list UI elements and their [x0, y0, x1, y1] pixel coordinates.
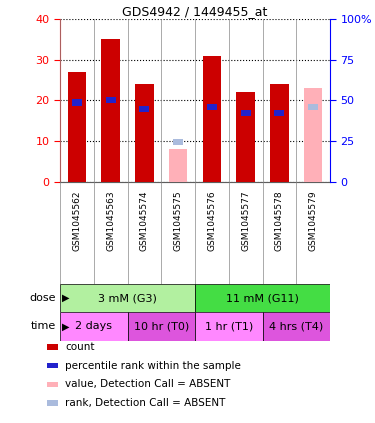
Text: time: time: [31, 321, 56, 331]
Bar: [304, 88, 322, 182]
Bar: [270, 84, 289, 182]
Bar: [135, 84, 154, 182]
Bar: [202, 56, 221, 182]
Bar: [236, 92, 255, 182]
Bar: [128, 312, 195, 341]
Text: ▶: ▶: [62, 293, 69, 303]
Text: dose: dose: [30, 293, 56, 303]
Text: 1 hr (T1): 1 hr (T1): [205, 321, 253, 331]
Bar: [47, 363, 58, 368]
Bar: [241, 110, 250, 116]
Bar: [47, 401, 58, 406]
Bar: [262, 312, 330, 341]
Text: ▶: ▶: [62, 321, 69, 331]
Bar: [106, 96, 116, 103]
Bar: [72, 99, 82, 106]
Title: GDS4942 / 1449455_at: GDS4942 / 1449455_at: [122, 5, 268, 18]
Text: 10 hr (T0): 10 hr (T0): [134, 321, 189, 331]
Text: 3 mM (G3): 3 mM (G3): [98, 293, 157, 303]
Text: GSM1045563: GSM1045563: [106, 190, 115, 251]
Text: count: count: [65, 342, 95, 352]
Text: GSM1045578: GSM1045578: [275, 190, 284, 251]
Bar: [101, 39, 120, 182]
Text: GSM1045575: GSM1045575: [174, 190, 183, 251]
Text: GSM1045574: GSM1045574: [140, 190, 149, 250]
Text: value, Detection Call = ABSENT: value, Detection Call = ABSENT: [65, 379, 231, 389]
Bar: [274, 110, 284, 116]
Bar: [169, 149, 188, 182]
Bar: [68, 72, 86, 182]
Text: GSM1045577: GSM1045577: [241, 190, 250, 251]
Bar: [308, 104, 318, 110]
Text: 2 days: 2 days: [75, 321, 112, 331]
Bar: [207, 104, 217, 110]
Text: 11 mM (G11): 11 mM (G11): [226, 293, 299, 303]
Text: GSM1045562: GSM1045562: [72, 190, 81, 250]
Text: percentile rank within the sample: percentile rank within the sample: [65, 360, 241, 371]
Bar: [47, 382, 58, 387]
Text: GSM1045576: GSM1045576: [207, 190, 216, 251]
Text: 4 hrs (T4): 4 hrs (T4): [269, 321, 323, 331]
Bar: [47, 344, 58, 349]
Bar: [140, 106, 149, 112]
Bar: [195, 284, 330, 312]
Bar: [60, 312, 128, 341]
Bar: [60, 284, 195, 312]
Text: rank, Detection Call = ABSENT: rank, Detection Call = ABSENT: [65, 398, 226, 408]
Text: GSM1045579: GSM1045579: [309, 190, 318, 251]
Bar: [173, 139, 183, 146]
Bar: [195, 312, 262, 341]
